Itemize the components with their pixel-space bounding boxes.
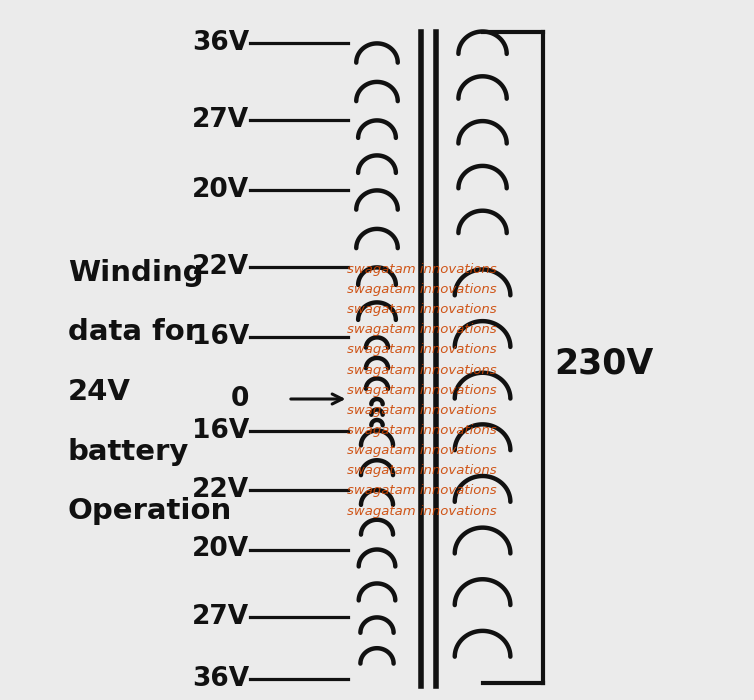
Text: swagatam innovations: swagatam innovations [348, 303, 497, 316]
Text: swagatam innovations: swagatam innovations [348, 344, 497, 356]
Text: swagatam innovations: swagatam innovations [348, 424, 497, 437]
Text: swagatam innovations: swagatam innovations [348, 283, 497, 296]
Text: Operation: Operation [68, 497, 232, 525]
Text: data for: data for [68, 318, 199, 346]
Text: swagatam innovations: swagatam innovations [348, 323, 497, 337]
Text: 27V: 27V [192, 604, 249, 631]
Text: 0: 0 [231, 386, 249, 412]
Text: 20V: 20V [192, 536, 249, 563]
Text: 22V: 22V [192, 477, 249, 503]
Text: 27V: 27V [192, 107, 249, 134]
Text: 22V: 22V [192, 254, 249, 281]
Text: swagatam innovations: swagatam innovations [348, 444, 497, 457]
Text: swagatam innovations: swagatam innovations [348, 384, 497, 397]
Text: swagatam innovations: swagatam innovations [348, 404, 497, 417]
Text: battery: battery [68, 438, 189, 466]
Text: swagatam innovations: swagatam innovations [348, 263, 497, 276]
Text: swagatam innovations: swagatam innovations [348, 484, 497, 498]
Text: 24V: 24V [68, 378, 130, 406]
Text: 16V: 16V [192, 417, 249, 444]
Text: Winding: Winding [68, 259, 204, 287]
Text: 20V: 20V [192, 177, 249, 204]
Text: swagatam innovations: swagatam innovations [348, 464, 497, 477]
Text: 36V: 36V [192, 30, 249, 57]
Text: 16V: 16V [192, 324, 249, 351]
Text: swagatam innovations: swagatam innovations [348, 505, 497, 517]
Text: 230V: 230V [554, 347, 654, 381]
Text: 36V: 36V [192, 666, 249, 692]
Text: swagatam innovations: swagatam innovations [348, 363, 497, 377]
